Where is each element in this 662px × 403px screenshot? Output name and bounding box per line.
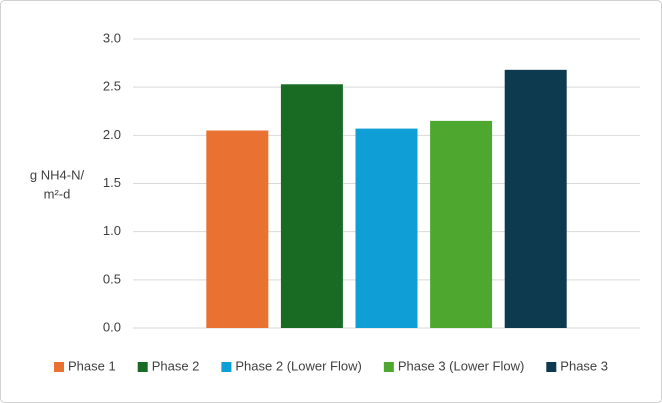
legend-swatch (137, 362, 148, 372)
bar (504, 69, 567, 329)
y-tick-label: 1.5 (103, 175, 121, 190)
y-tick-label: 0.5 (103, 271, 121, 286)
legend-swatch (383, 362, 394, 372)
y-axis-label: g NH4-N/ (30, 167, 85, 182)
y-tick-label: 1.0 (103, 223, 121, 238)
legend-label: Phase 3 (560, 358, 608, 373)
legend-swatch (53, 362, 64, 372)
bar (430, 120, 493, 328)
legend-label: Phase 3 (Lower Flow) (398, 358, 524, 373)
bar (355, 128, 418, 328)
legend-label: Phase 2 (Lower Flow) (235, 358, 361, 373)
bar (280, 84, 343, 328)
y-tick-label: 2.0 (103, 127, 121, 142)
y-tick-label: 0.0 (103, 319, 121, 334)
legend-label: Phase 2 (152, 358, 200, 373)
legend-swatch (221, 362, 232, 372)
y-tick-label: 3.0 (103, 30, 121, 45)
y-tick-label: 2.5 (103, 79, 121, 94)
legend-label: Phase 1 (68, 358, 116, 373)
y-axis-label: m²-d (44, 186, 71, 201)
legend-swatch (546, 362, 557, 372)
bar (206, 130, 269, 328)
